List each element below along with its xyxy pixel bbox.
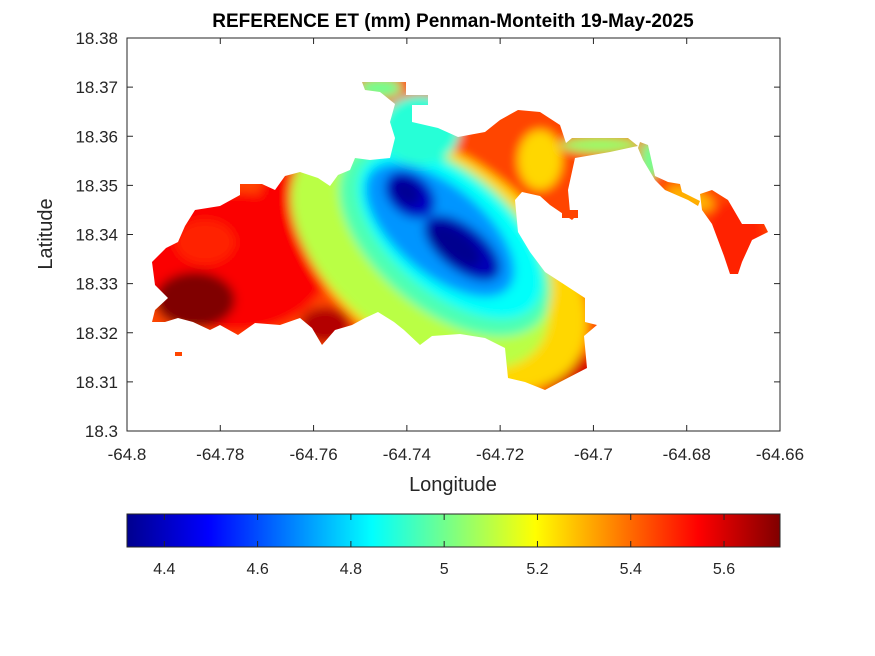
y-tick-label: 18.3: [85, 422, 118, 441]
x-tick-label: -64.7: [574, 445, 613, 464]
x-tick-label: -64.66: [756, 445, 804, 464]
et-contour-region: [666, 185, 714, 211]
colorbar-ticks: 4.4 4.6 4.8 5 5.2 5.4 5.6: [153, 514, 735, 578]
colorbar-tick-label: 4.8: [340, 561, 362, 578]
colorbar: [126, 513, 781, 548]
y-tick-label: 18.37: [75, 78, 118, 97]
x-tick-label: -64.78: [196, 445, 244, 464]
colorbar-tick-label: 5: [440, 561, 449, 578]
colorbar-tick-label: 4.6: [246, 561, 268, 578]
y-tick-label: 18.38: [75, 29, 118, 48]
y-tick-label: 18.33: [75, 275, 118, 294]
et-contour-region: [429, 223, 481, 267]
colorbar-tick-label: 4.4: [153, 561, 175, 578]
colorbar-tick-label: 5.4: [620, 561, 642, 578]
x-tick-label: -64.74: [383, 445, 431, 464]
colorbar-tick-label: 5.6: [713, 561, 735, 578]
x-tick-label: -64.68: [663, 445, 711, 464]
et-contour-region: [155, 272, 235, 328]
y-tick-label: 18.31: [75, 373, 118, 392]
y-tick-label: 18.34: [75, 226, 118, 245]
x-axis: -64.8 -64.78 -64.76 -64.74 -64.72 -64.7 -64.68…: [108, 38, 804, 464]
x-tick-label: -64.72: [476, 445, 524, 464]
x-axis-label: Longitude: [409, 474, 497, 496]
x-tick-label: -64.8: [108, 445, 147, 464]
y-axis-label: Latitude: [35, 198, 57, 269]
chart-title: REFERENCE ET (mm) Penman-Monteith 19-May…: [212, 11, 694, 32]
y-tick-label: 18.32: [75, 324, 118, 343]
x-tick-label: -64.76: [289, 445, 337, 464]
y-tick-label: 18.35: [75, 176, 118, 195]
y-tick-label: 18.36: [75, 127, 118, 146]
et-contour-region: [175, 220, 235, 264]
et-contour-region: [560, 137, 640, 153]
y-axis: 18.3 18.31 18.32 18.33 18.34 18.35 18.36 18.37 1…: [75, 29, 780, 441]
et-contour-region: [518, 130, 562, 190]
et-contour-region: [391, 178, 421, 206]
colorbar-tick-label: 5.2: [526, 561, 548, 578]
